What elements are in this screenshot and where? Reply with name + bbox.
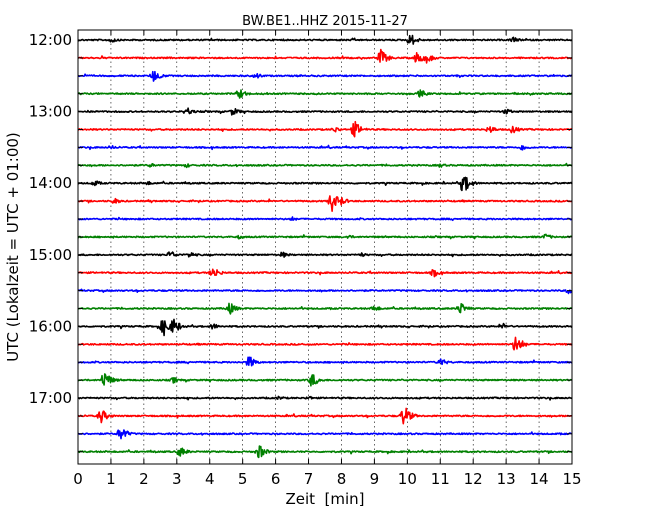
- x-tick-label: 5: [238, 470, 248, 488]
- x-tick-label: 4: [205, 470, 215, 488]
- trace-line: [77, 70, 573, 82]
- trace-line: [77, 373, 573, 387]
- trace-line: [77, 318, 573, 337]
- x-axis-label: Zeit [min]: [285, 490, 364, 508]
- trace-line: [77, 34, 573, 45]
- trace-line: [77, 251, 573, 258]
- plot-frame: [77, 29, 573, 465]
- trace-line: [77, 176, 573, 192]
- x-tick-label: 1: [106, 470, 116, 488]
- trace-line: [77, 302, 573, 315]
- y-tick-label: 15:00: [29, 246, 72, 264]
- trace-line: [77, 268, 573, 278]
- trace-line: [77, 445, 573, 459]
- x-tick-label: 7: [304, 470, 314, 488]
- x-tick-label: 15: [562, 470, 581, 488]
- x-tick-label: 10: [398, 470, 417, 488]
- seismic-traces: [77, 34, 573, 459]
- trace-line: [77, 336, 573, 351]
- x-tick-label: 2: [139, 470, 149, 488]
- trace-line: [77, 356, 573, 367]
- x-axis-ticks: 0 1 2 3 4 5 6 7 8 9 10 11 12 13 14 15: [73, 30, 582, 488]
- x-tick-label: 9: [370, 470, 380, 488]
- trace-line: [77, 144, 573, 151]
- trace-line: [77, 107, 573, 116]
- x-tick-label: 14: [530, 470, 549, 488]
- y-tick-label: 16:00: [29, 317, 72, 335]
- y-tick-label: 14:00: [29, 174, 72, 192]
- trace-line: [77, 120, 573, 138]
- trace-line: [77, 162, 573, 169]
- x-tick-label: 6: [271, 470, 281, 488]
- y-axis-label: UTC (Lokalzeit = UTC + 01:00): [4, 132, 22, 362]
- x-tick-label: 12: [464, 470, 483, 488]
- y-tick-label: 17:00: [29, 389, 72, 407]
- x-tick-label: 8: [337, 470, 347, 488]
- trace-line: [77, 395, 573, 401]
- x-tick-label: 13: [497, 470, 516, 488]
- grid-lines: [110, 30, 540, 464]
- trace-line: [77, 48, 573, 64]
- x-tick-label: 3: [172, 470, 182, 488]
- y-tick-label: 12:00: [29, 31, 72, 49]
- y-tick-label: 13:00: [29, 103, 72, 121]
- trace-line: [77, 407, 573, 425]
- trace-line: [77, 288, 573, 295]
- trace-line: [77, 216, 573, 222]
- y-axis-ticks: 12:00 13:00 14:00 15:00 16:00 17:00: [29, 31, 572, 453]
- trace-line: [77, 429, 573, 440]
- x-tick-label: 11: [431, 470, 450, 488]
- x-tick-label: 0: [73, 470, 83, 488]
- trace-line: [77, 89, 573, 99]
- trace-line: [77, 195, 573, 212]
- trace-line: [77, 233, 573, 240]
- chart-title: BW.BE1..HHZ 2015-11-27: [242, 14, 408, 29]
